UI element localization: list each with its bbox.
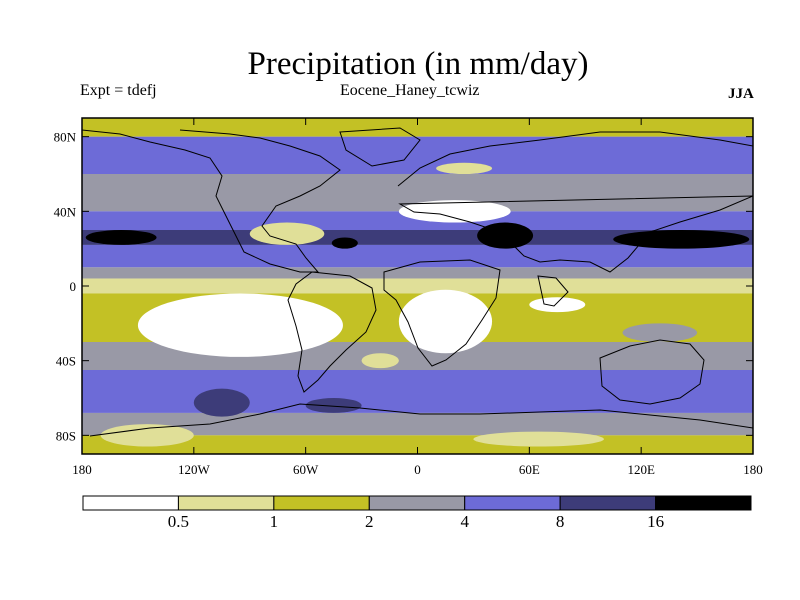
colorbar-swatch bbox=[82, 495, 179, 511]
precip-region bbox=[613, 230, 750, 249]
precip-band bbox=[82, 412, 753, 436]
colorbar-swatch bbox=[464, 495, 561, 511]
eurasia-outline bbox=[397, 131, 753, 273]
precip-region bbox=[249, 222, 325, 245]
precip-region bbox=[398, 289, 493, 354]
precip-region bbox=[477, 222, 534, 249]
x-tick-label: 60W bbox=[293, 462, 319, 477]
y-tick-label: 80N bbox=[54, 130, 77, 145]
case-label: Eocene_Haney_tcwiz bbox=[340, 82, 480, 99]
x-tick-label: 180 bbox=[72, 462, 92, 477]
colorbar-label: 4 bbox=[460, 512, 469, 531]
africa-outline bbox=[383, 259, 501, 367]
precip-region bbox=[100, 424, 194, 447]
x-tick-label: 60E bbox=[519, 462, 540, 477]
colorbar-label: 8 bbox=[556, 512, 565, 531]
coastlines bbox=[82, 127, 753, 437]
india-outline bbox=[537, 275, 569, 307]
axis-ticks: 180 120W 60W 0 60E 120E 180 80N 40N 0 40S 80S bbox=[54, 118, 763, 477]
colorbar-swatch bbox=[559, 495, 657, 511]
colorbar-swatch bbox=[273, 495, 370, 511]
x-tick-label: 120W bbox=[178, 462, 211, 477]
y-tick-label: 0 bbox=[70, 279, 77, 294]
south-america-outline bbox=[287, 271, 377, 393]
precip-band bbox=[82, 244, 753, 268]
antarctica-outline bbox=[89, 403, 753, 437]
precip-region bbox=[529, 297, 586, 313]
y-tick-label: 40N bbox=[54, 204, 77, 219]
season-label: JJA bbox=[728, 86, 754, 102]
precip-region bbox=[622, 323, 698, 342]
colorbar-swatch bbox=[177, 495, 275, 511]
colorbar-label: 16 bbox=[647, 512, 664, 531]
precip-region bbox=[85, 230, 157, 245]
precip-region bbox=[137, 293, 343, 357]
precip-band bbox=[82, 211, 753, 230]
precip-band bbox=[82, 278, 753, 294]
precip-band bbox=[82, 267, 753, 279]
colorbar-swatch bbox=[368, 495, 466, 511]
colorbar: 0.5 1 2 4 8 16 bbox=[82, 495, 752, 531]
x-tick-label: 180 bbox=[743, 462, 763, 477]
precip-band bbox=[82, 118, 753, 137]
y-tick-label: 40S bbox=[56, 354, 76, 369]
y-tick-label: 80S bbox=[56, 428, 76, 443]
colorbar-label: 0.5 bbox=[168, 512, 189, 531]
colorbar-label: 1 bbox=[270, 512, 279, 531]
precip-region bbox=[398, 200, 511, 223]
precip-region bbox=[305, 398, 362, 413]
precip-region bbox=[361, 353, 399, 369]
precip-region bbox=[473, 431, 604, 447]
experiment-label: Expt = tdefj bbox=[80, 82, 157, 99]
x-tick-label: 0 bbox=[414, 462, 421, 477]
x-tick-label: 120E bbox=[627, 462, 655, 477]
precipitation-field bbox=[82, 118, 753, 454]
greenland-outline bbox=[339, 127, 421, 167]
precip-region bbox=[331, 237, 358, 249]
chart-title: Precipitation (in mm/day) bbox=[247, 46, 589, 82]
precip-band bbox=[82, 370, 753, 413]
north-america-outline bbox=[82, 129, 341, 273]
colorbar-swatch bbox=[655, 495, 752, 511]
precip-band bbox=[82, 136, 753, 174]
precip-region bbox=[436, 162, 493, 174]
precip-region bbox=[193, 388, 250, 417]
australia-outline bbox=[599, 339, 705, 405]
colorbar-label: 2 bbox=[365, 512, 374, 531]
